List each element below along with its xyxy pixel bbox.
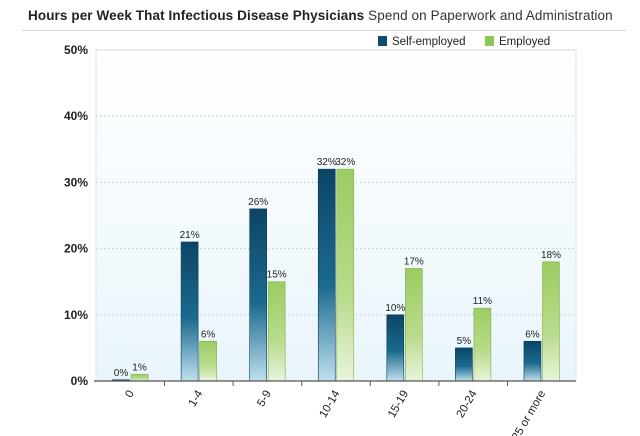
x-category-label: 20-24 <box>455 388 480 420</box>
y-tick-label: 20% <box>64 242 88 256</box>
chart-title-main: Hours per Week That Infectious Disease P… <box>28 8 365 23</box>
bar-self-employed <box>317 168 336 382</box>
y-tick-label: 10% <box>64 308 88 322</box>
x-category-label: 5-9 <box>255 389 274 409</box>
legend-swatch-self-employed <box>378 36 387 46</box>
plot-background <box>95 49 577 382</box>
data-label: 21% <box>180 230 200 241</box>
data-label: 1% <box>132 362 147 373</box>
data-label: 17% <box>404 256 424 267</box>
chart-title-rest: Spend on Paperwork and Administration <box>368 8 613 23</box>
data-label: 15% <box>267 270 287 281</box>
bar-employed <box>473 307 492 382</box>
data-label: 6% <box>201 329 216 340</box>
bar-self-employed <box>249 208 267 382</box>
legend-swatch-employed <box>485 36 494 46</box>
data-label: 0% <box>114 368 129 379</box>
bar-employed <box>130 374 149 382</box>
legend-label: Employed <box>499 36 550 48</box>
bar-employed <box>267 281 286 382</box>
x-category-label: 0 <box>123 389 137 401</box>
data-label: 26% <box>248 197 268 208</box>
bar-self-employed <box>180 241 199 382</box>
bar-self-employed <box>523 340 542 382</box>
y-tick-label: 30% <box>64 175 88 189</box>
data-label: 5% <box>457 336 472 347</box>
legend-label: Self-employed <box>392 36 466 48</box>
x-category-label: 15-19 <box>386 389 411 420</box>
data-label: 32% <box>317 157 337 168</box>
data-label: 6% <box>525 329 540 340</box>
x-category-label: 25 or more <box>510 389 548 436</box>
bar-employed <box>199 340 217 382</box>
bar-employed <box>336 168 355 382</box>
y-tick-label: 50% <box>64 43 88 57</box>
title-divider <box>22 30 626 31</box>
y-tick-label: 0% <box>71 374 89 388</box>
x-category-label: 1-4 <box>187 388 206 409</box>
bar-employed <box>405 268 423 382</box>
data-label: 11% <box>473 296 492 307</box>
bar-self-employed <box>455 347 473 382</box>
chart-title: Hours per Week That Infectious Disease P… <box>28 8 628 23</box>
data-label: 18% <box>541 250 561 261</box>
data-label: 32% <box>335 157 355 168</box>
data-label: 10% <box>385 303 405 314</box>
y-tick-label: 40% <box>64 109 88 123</box>
bar-employed <box>542 261 560 382</box>
bar-self-employed <box>386 314 405 382</box>
x-category-label: 10-14 <box>317 388 342 420</box>
